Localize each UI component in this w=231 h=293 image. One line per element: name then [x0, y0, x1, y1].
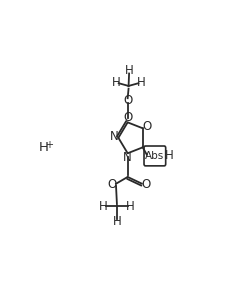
Text: O: O — [141, 178, 150, 191]
Text: H: H — [125, 64, 134, 77]
Text: N: N — [122, 151, 131, 164]
Text: H: H — [112, 215, 121, 228]
Text: H: H — [165, 149, 174, 162]
Text: O: O — [142, 120, 151, 132]
Text: O: O — [123, 94, 132, 108]
Text: H: H — [38, 142, 48, 154]
Text: O: O — [108, 178, 117, 191]
Text: H: H — [126, 200, 135, 213]
Text: H: H — [137, 76, 146, 89]
Text: +: + — [45, 139, 53, 150]
Text: H: H — [99, 200, 108, 213]
Text: N: N — [109, 130, 118, 143]
Text: H: H — [112, 76, 120, 89]
Text: Abs: Abs — [145, 151, 164, 161]
Text: O: O — [123, 111, 132, 124]
